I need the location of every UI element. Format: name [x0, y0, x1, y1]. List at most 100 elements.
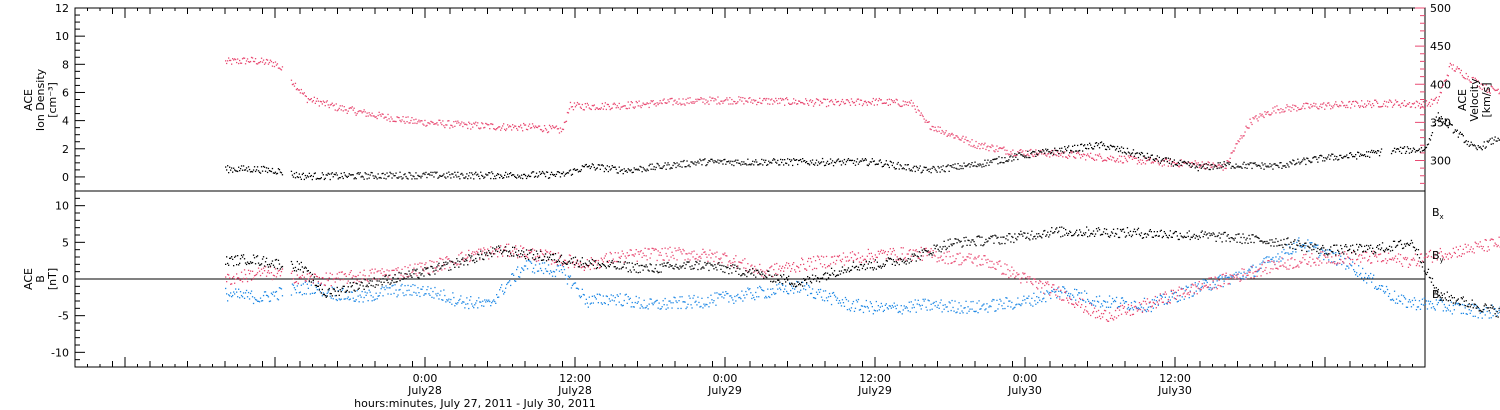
velocity-series-point — [1463, 77, 1465, 79]
velocity-series-point — [732, 103, 734, 105]
velocity-series-point — [1094, 154, 1097, 156]
velocity-series-point — [1295, 105, 1297, 107]
by-series-point — [768, 295, 770, 298]
bz-series-point — [328, 277, 330, 279]
bz-series-point — [619, 257, 621, 259]
density-series-point — [528, 175, 531, 178]
density-series-point — [720, 160, 722, 163]
velocity-series-point — [643, 103, 645, 105]
by-series-point — [691, 307, 693, 309]
by-series-point — [913, 306, 915, 309]
bz-series-point — [292, 278, 295, 280]
velocity-series-point — [1371, 106, 1373, 109]
velocity-series-point — [639, 105, 641, 107]
density-series-point — [1222, 166, 1224, 168]
velocity-series-point — [598, 108, 600, 110]
velocity-series-point — [1005, 153, 1007, 155]
velocity-series-point — [542, 130, 545, 132]
velocity-series-point — [1122, 162, 1125, 164]
bz-series-point — [338, 271, 340, 274]
velocity-series-point — [808, 104, 810, 106]
velocity-series-point — [290, 79, 293, 81]
velocity-series-point — [712, 97, 714, 99]
by-series-point — [1421, 298, 1424, 300]
by-series-point — [891, 304, 893, 307]
density-series-point — [702, 159, 704, 161]
bz-series-point — [275, 276, 278, 278]
by-series-point — [601, 303, 603, 305]
density-series-point — [735, 159, 737, 161]
bz-series-point — [279, 275, 282, 277]
bz-series-point — [514, 248, 516, 250]
density-series-point — [1115, 148, 1118, 150]
density-series-point — [1231, 165, 1233, 167]
velocity-series-point — [226, 62, 228, 65]
velocity-series-point — [912, 102, 914, 104]
by-series-point — [366, 292, 368, 294]
density-series-point — [906, 164, 908, 166]
density-series-point — [272, 172, 275, 174]
by-series-point — [1260, 267, 1262, 269]
density-series-point — [1180, 164, 1182, 166]
bz-series-point — [589, 268, 591, 271]
velocity-series-point — [1079, 154, 1081, 156]
density-series-point — [692, 162, 694, 164]
density-series-point — [1056, 149, 1058, 152]
velocity-series-point — [294, 82, 297, 84]
density-series-point — [1413, 148, 1416, 150]
bz-series-point — [295, 281, 298, 283]
density-series-point — [1476, 148, 1478, 151]
by-series-point — [1304, 247, 1306, 249]
velocity-series-point — [830, 99, 833, 101]
by-series-point — [1377, 287, 1380, 289]
velocity-series-point — [849, 104, 852, 106]
density-series-point — [836, 159, 839, 161]
density-series-point — [875, 163, 877, 165]
density-series-point — [309, 175, 311, 178]
by-series-point — [814, 297, 817, 300]
by-series-point — [799, 291, 801, 293]
velocity-series-point — [278, 67, 281, 69]
by-series-point — [794, 288, 796, 290]
by-series-point — [972, 300, 974, 303]
velocity-series-point — [1361, 100, 1363, 102]
bz-series-point — [239, 279, 242, 281]
density-series-point — [410, 174, 412, 176]
density-series-point — [1335, 158, 1337, 160]
density-series-point — [395, 172, 397, 174]
velocity-series-point — [661, 102, 663, 105]
density-series-point — [674, 163, 676, 165]
velocity-series-point — [1206, 163, 1208, 166]
velocity-series-point — [1142, 162, 1145, 164]
by-series-point — [622, 304, 624, 307]
by-series-point — [1019, 303, 1021, 306]
velocity-series-point — [616, 105, 618, 107]
by-series-point — [1001, 305, 1003, 307]
density-series-point — [378, 177, 380, 179]
bz-series-point — [633, 255, 635, 257]
velocity-series-point — [989, 146, 991, 148]
by-series-point — [1346, 265, 1348, 267]
by-series-point — [1181, 296, 1183, 298]
density-series-point — [1479, 146, 1481, 148]
density-series-point — [1400, 152, 1403, 154]
by-series-point — [388, 287, 390, 289]
density-series-point — [1031, 152, 1033, 154]
velocity-series-point — [1060, 154, 1062, 156]
velocity-series-point — [1444, 79, 1446, 82]
velocity-series-point — [1071, 152, 1073, 154]
density-series-point — [1219, 162, 1221, 164]
density-series-point — [633, 167, 635, 169]
density-series-point — [1357, 151, 1359, 153]
velocity-series-point — [1464, 78, 1466, 80]
by-series-point — [320, 283, 322, 285]
velocity-series-point — [772, 103, 774, 105]
density-series-point — [1419, 151, 1422, 153]
density-series-point — [1220, 167, 1222, 169]
velocity-series-point — [898, 104, 900, 106]
velocity-series-point — [1449, 62, 1451, 65]
by-series-point — [502, 290, 504, 292]
by-series-point — [879, 306, 881, 308]
by-series-point — [668, 300, 670, 302]
velocity-series-point — [423, 124, 425, 126]
